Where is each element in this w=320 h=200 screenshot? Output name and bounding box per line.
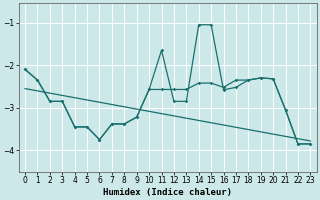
X-axis label: Humidex (Indice chaleur): Humidex (Indice chaleur) [103,188,232,197]
